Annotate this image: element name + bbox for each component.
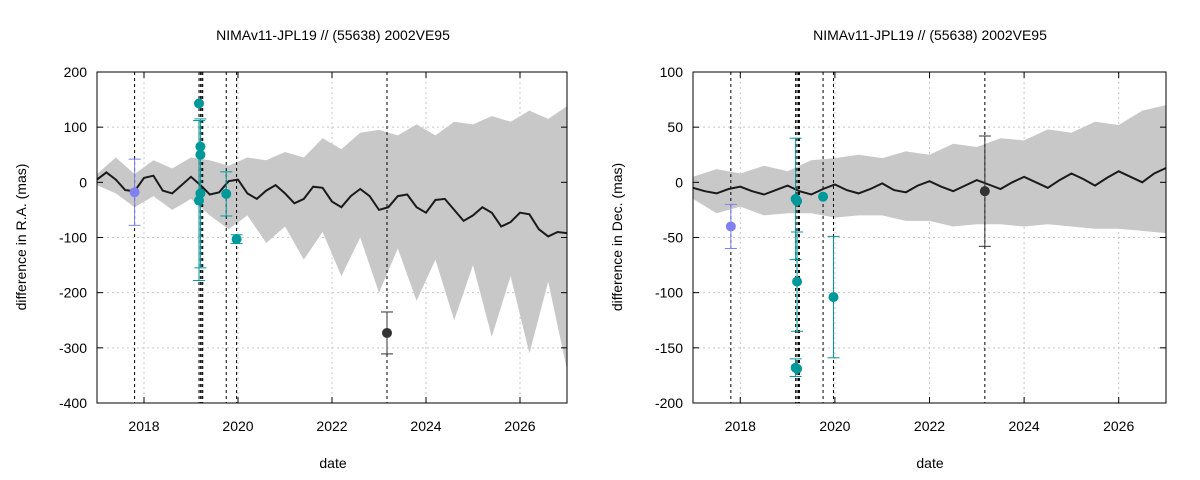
x-tick-label: 2018 [128,418,159,434]
x-tick-label: 2022 [316,418,347,434]
y-tick-label: 50 [667,119,683,135]
best-fit-curve [96,171,568,238]
observation-point [979,186,990,197]
fit-layer-dec [692,167,1167,196]
chart-title-ra: NIMAv11-JPL19 // (55638) 2002VE95 [216,27,450,43]
observation-point [221,188,232,199]
observation-point [193,98,204,109]
y-tick-label: -300 [59,340,87,356]
observation-point [792,276,803,287]
points-layer-dec [724,135,991,378]
observation-point [818,191,829,202]
chart-ra: NIMAv11-JPL19 // (55638) 2002VE95 -400 -3… [13,27,568,471]
observation-point [231,234,242,245]
x-axis-label-dec: date [916,455,943,471]
observation-point [792,196,803,207]
plot-frame-dec [692,71,1167,404]
x-tick-label: 2020 [819,418,850,434]
x-tick-label: 2024 [1009,418,1040,434]
x-tick-label: 2024 [410,418,441,434]
y-tick-label: 200 [64,64,88,80]
y-axis-label-dec: difference in Dec. (mas) [609,163,625,311]
y-tick-label: -100 [655,285,683,301]
y-tick-label: -50 [663,230,683,246]
x-axis-label-ra: date [319,455,346,471]
uncertainty-band [693,105,1166,234]
y-tick-label: 0 [79,174,87,190]
y-axis-label-ra: difference in R.A. (mas) [13,164,29,311]
fit-layer-ra [96,171,568,238]
observation-point [792,363,803,374]
ticks-layer-dec: -200 -150 -100 -50 0 50 100 2018 2020 2022 2024 202… [655,64,1166,434]
plot-frame-ra [96,71,568,404]
x-tick-label: 2026 [504,418,535,434]
x-tick-label: 2020 [222,418,253,434]
y-tick-label: 100 [64,119,88,135]
observation-point [381,327,392,338]
y-tick-label: -200 [59,285,87,301]
observation-point [129,187,140,198]
x-tick-label: 2018 [725,418,756,434]
grid-layer-dec [693,72,1166,403]
chart-title-dec: NIMAv11-JPL19 // (55638) 2002VE95 [813,27,1047,43]
y-tick-label: 100 [660,64,684,80]
x-tick-label: 2022 [914,418,945,434]
observation-point [195,188,206,199]
points-layer-ra [128,98,393,355]
chart-dec: NIMAv11-JPL19 // (55638) 2002VE95 -200 -1… [609,27,1167,471]
date-lines-dec [730,72,986,403]
y-tick-label: -400 [59,395,87,411]
y-tick-label: -200 [655,395,683,411]
band-layer-dec [693,105,1166,234]
ticks-layer-ra: -400 -300 -200 -100 0 100 200 2018 2020 2022 2024 2… [59,64,567,434]
y-tick-label: -100 [59,230,87,246]
y-tick-label: 0 [675,174,683,190]
observation-point [725,221,736,232]
x-tick-label: 2026 [1103,418,1134,434]
best-fit-curve [692,167,1167,196]
observation-point [828,292,839,303]
y-tick-label: -150 [655,340,683,356]
